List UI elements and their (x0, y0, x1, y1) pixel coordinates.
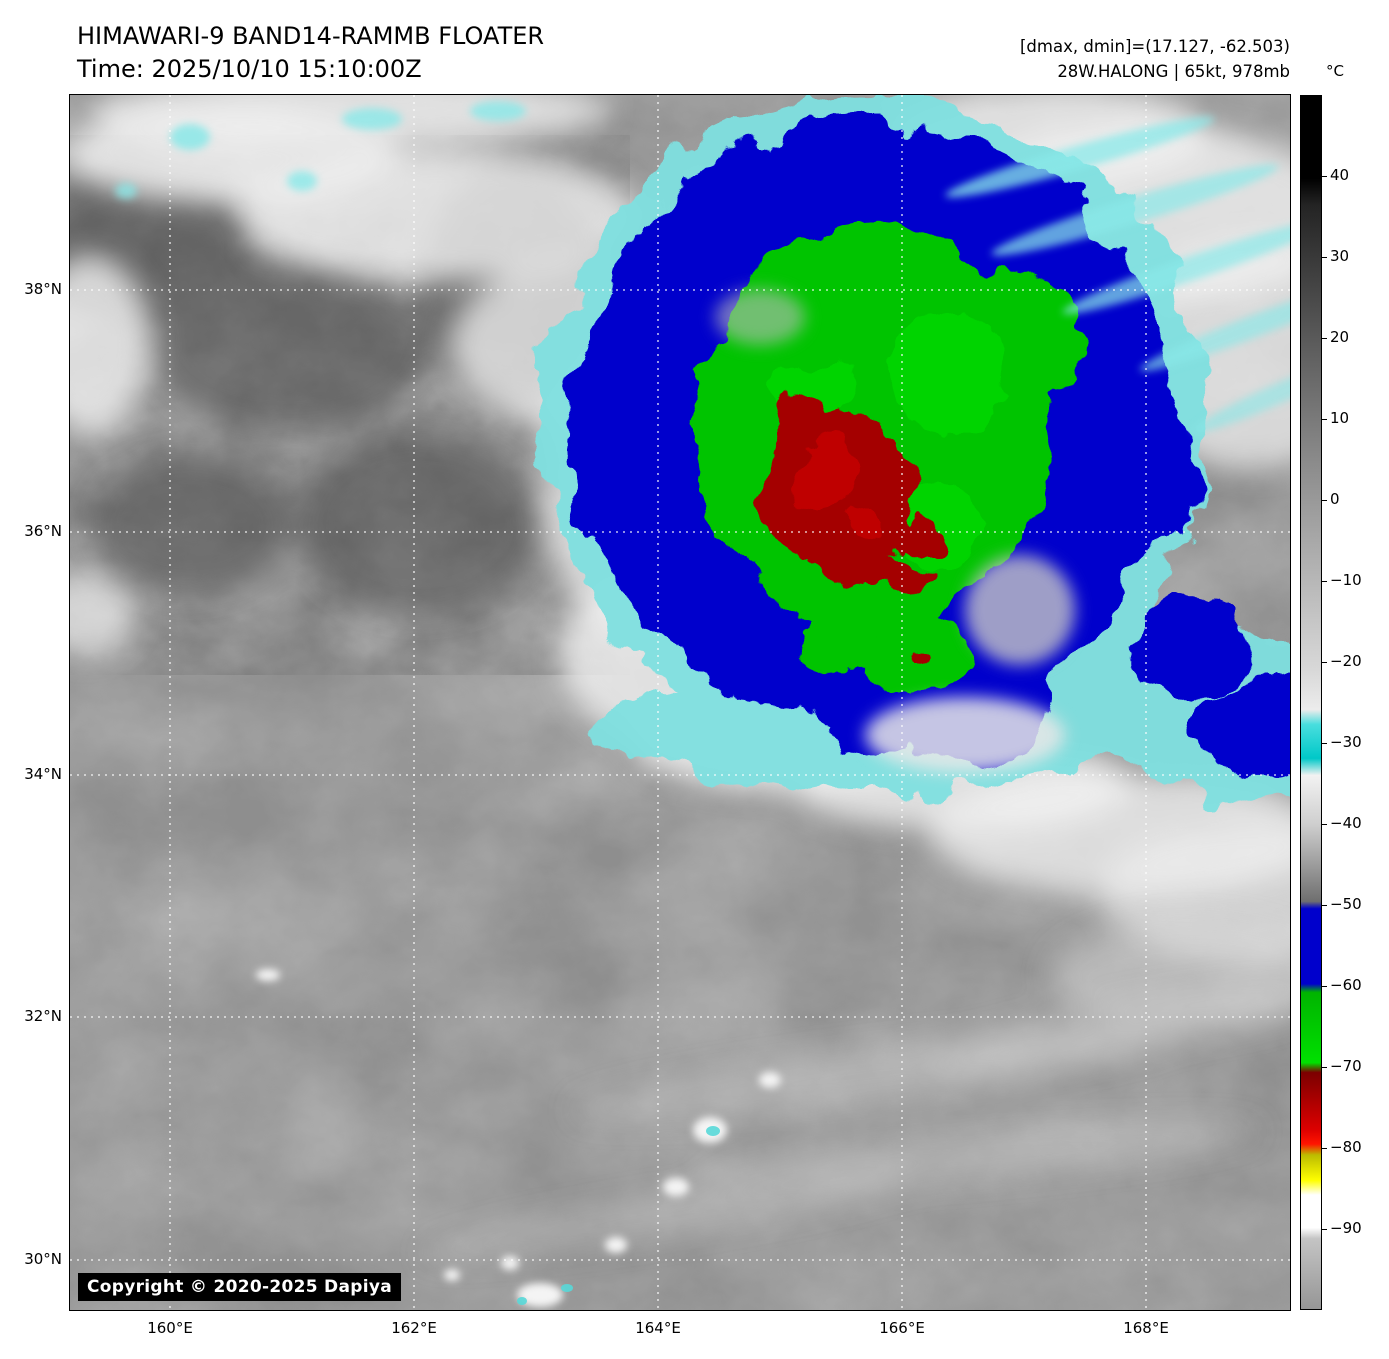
colorbar-tick (1322, 662, 1327, 663)
product-title: HIMAWARI-9 BAND14-RAMMB FLOATER (77, 22, 545, 50)
colorbar-tick-label: −70 (1330, 1057, 1362, 1075)
storm-red-core (763, 399, 941, 665)
colorbar-tick (1322, 419, 1327, 420)
colorbar-tick (1322, 500, 1327, 501)
header-meta: [dmax, dmin]=(17.127, -62.503) 28W.HALON… (1020, 34, 1290, 84)
colorbar-tick (1322, 986, 1327, 987)
small-convective-cells (256, 969, 781, 1307)
lon-label: 160°E (147, 1319, 193, 1337)
colorbar-tick-label: −60 (1330, 976, 1362, 994)
lat-label: 34°N (24, 765, 62, 783)
colorbar-tick (1322, 905, 1327, 906)
satellite-map: Copyright © 2020-2025 Dapiya (69, 94, 1291, 1311)
small-cold-cell-tops (517, 1126, 720, 1305)
lon-label: 166°E (879, 1319, 925, 1337)
colorbar-tick (1322, 581, 1327, 582)
colorbar-tick (1322, 743, 1327, 744)
colorbar-tick-label: 30 (1330, 247, 1350, 265)
colorbar-tick (1322, 824, 1327, 825)
colorbar-tick-label: −80 (1330, 1138, 1362, 1156)
colorbar-tick-label: −40 (1330, 814, 1362, 832)
copyright-badge: Copyright © 2020-2025 Dapiya (78, 1273, 401, 1301)
storm-readout: 28W.HALONG | 65kt, 978mb (1057, 62, 1290, 81)
low-cloud-streaks (423, 920, 1290, 1259)
colorbar-tick-label: −30 (1330, 733, 1362, 751)
dry-slot-wedges (715, 289, 1075, 773)
colorbar-tick-label: −20 (1330, 652, 1362, 670)
colorbar-tick (1322, 338, 1327, 339)
dmax-dmin-readout: [dmax, dmin]=(17.127, -62.503) (1020, 37, 1290, 56)
colorbar-unit: °C (1326, 62, 1344, 80)
lat-label: 36°N (24, 522, 62, 540)
graticule (70, 95, 1290, 1310)
lat-label: 30°N (24, 1250, 62, 1268)
colorbar-tick-label: −90 (1330, 1219, 1362, 1237)
lon-label: 168°E (1123, 1319, 1169, 1337)
colorbar-tick (1322, 176, 1327, 177)
lon-label: 164°E (635, 1319, 681, 1337)
colorbar-tick-label: 0 (1330, 490, 1340, 508)
colorbar-tick-label: −10 (1330, 571, 1362, 589)
colorbar-tick (1322, 1067, 1327, 1068)
colorbar (1300, 95, 1322, 1310)
colorbar-tick-label: 10 (1330, 409, 1350, 427)
colorbar-tick (1322, 1148, 1327, 1149)
timestamp: Time: 2025/10/10 15:10:00Z (77, 55, 422, 83)
lon-label: 162°E (391, 1319, 437, 1337)
colorbar-tick-label: −50 (1330, 895, 1362, 913)
colorbar-tick-label: 20 (1330, 328, 1350, 346)
colorbar-tick-label: 40 (1330, 166, 1350, 184)
colorbar-tick (1322, 1229, 1327, 1230)
lat-label: 32°N (24, 1007, 62, 1025)
satellite-image (70, 95, 1290, 1310)
colorbar-tick (1322, 257, 1327, 258)
lat-label: 38°N (24, 280, 62, 298)
